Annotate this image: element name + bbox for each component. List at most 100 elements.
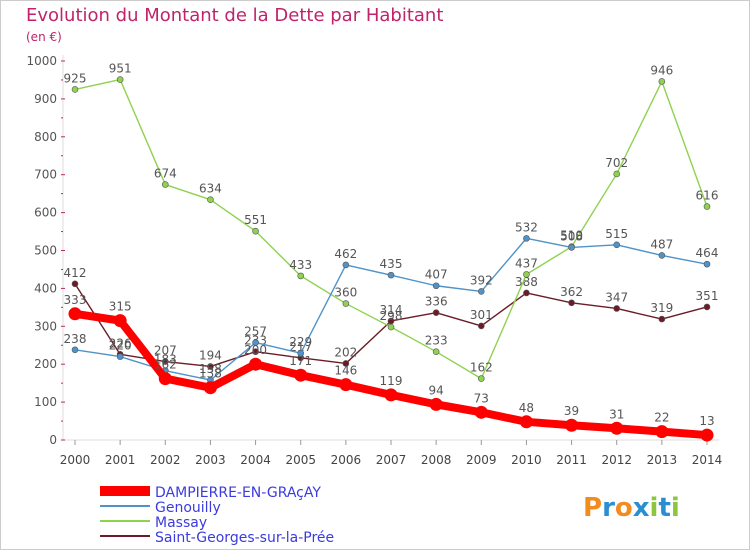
series-dampierre-en-gra-ay: 333 315 162 138 200 171 146 119 94 73 48 39 31 22 13 [64,293,715,442]
legend: DAMPIERRE-EN-GRAçAYGenouillyMassaySaint-… [100,485,334,546]
data-label: 301 [470,308,493,322]
y-tick-label: 500 [34,244,57,258]
x-tick-label: 2009 [466,453,497,467]
data-label: 388 [515,275,538,289]
data-point [71,86,79,93]
data-label: 347 [605,290,628,304]
data-point [703,260,711,268]
x-tick-label: 2007 [376,453,407,467]
data-point [568,244,575,251]
y-tick-label: 700 [34,168,57,182]
data-label: 257 [244,325,267,339]
data-label: 202 [334,345,357,359]
y-tick-label: 800 [34,130,57,144]
data-point [477,375,485,382]
data-label: 146 [334,364,357,378]
data-label: 946 [650,63,673,77]
x-tick-label: 2008 [421,453,452,467]
data-point [161,358,169,365]
data-point [68,307,82,321]
data-point [523,289,530,297]
data-label: 73 [474,391,489,405]
logo-letter: i [671,493,680,523]
data-point [116,76,124,83]
legend-swatch [100,535,150,537]
data-point [568,299,575,307]
data-label: 48 [519,401,534,415]
data-label: 515 [605,227,628,241]
data-point [207,363,214,370]
data-label: 510 [560,229,583,243]
legend-swatch [100,505,150,507]
legend-label: DAMPIERRE-EN-GRAçAY [155,485,321,501]
data-label: 220 [109,339,132,353]
data-label: 13 [699,414,714,428]
data-label: 351 [696,289,719,303]
data-point [387,271,395,279]
data-label: 162 [154,358,177,372]
data-label: 464 [696,246,719,260]
series-layer: 4122262071942332172023143363013883623473… [64,62,719,442]
data-point [477,322,485,330]
data-label: 360 [334,286,357,300]
data-point [342,261,350,269]
x-tick-label: 2011 [556,453,587,467]
data-label: 551 [244,213,267,227]
y-tick-label: 1000 [26,54,57,68]
logo-letter: o [615,493,633,523]
data-point [523,235,530,242]
data-label: 437 [515,256,538,270]
data-label: 616 [696,189,719,203]
data-label: 532 [515,220,538,234]
data-label: 634 [199,182,222,196]
x-tick-label: 2010 [511,453,542,467]
data-label: 433 [289,258,312,272]
data-label: 702 [605,156,628,170]
logo-letter: i [650,493,659,523]
data-point [297,349,305,357]
data-point [342,360,350,367]
chart-title: Evolution du Montant de la Dette par Hab… [26,5,443,26]
series-saint-georges-sur-la-pr-e: 4122262071942332172023143363013883623473… [64,266,719,370]
data-label: 336 [425,295,448,309]
data-point [161,181,169,188]
legend-label: Genouilly [155,500,221,516]
data-point [519,415,533,429]
data-label: 194 [199,348,222,362]
y-tick-label: 300 [34,319,57,333]
legend-swatch [100,486,150,496]
y-tick-label: 100 [34,395,57,409]
data-label: 233 [425,334,448,348]
data-point [113,314,127,328]
data-point [610,421,624,435]
data-label: 183 [154,353,177,367]
data-point [432,348,440,355]
data-point [252,227,259,235]
data-point [252,348,259,355]
data-label: 298 [380,309,403,323]
legend-label: Saint-Georges-sur-la-Prée [155,530,334,546]
data-label: 94 [429,383,444,397]
logo-letter: x [633,493,650,523]
data-label: 407 [425,268,448,282]
data-point [384,388,398,402]
data-label: 229 [289,335,312,349]
legend-label: Massay [155,515,207,531]
data-point [387,323,395,331]
data-point [116,353,124,360]
data-point [432,309,440,316]
data-point [703,203,711,210]
data-point [703,303,711,311]
data-label: 412 [64,266,87,280]
data-point [700,428,714,442]
logo-letter: t [658,493,670,523]
y-tick-label: 400 [34,281,57,295]
data-label: 207 [154,344,177,358]
data-point [613,305,621,312]
data-label: 226 [109,336,132,350]
logo-letter: r [602,493,615,523]
data-label: 392 [470,273,493,287]
data-point [207,196,214,204]
x-tick-label: 2012 [601,453,632,467]
